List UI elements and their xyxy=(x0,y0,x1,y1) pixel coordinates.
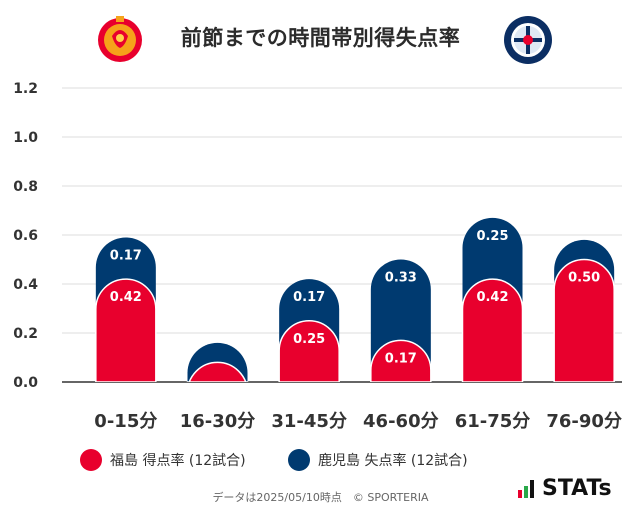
stats-logo-icon xyxy=(518,479,536,498)
y-tick-label: 0.2 xyxy=(13,326,38,342)
stats-brand: STATs xyxy=(518,476,612,501)
data-label-fukushima: 0.25 xyxy=(293,332,325,347)
x-tick-label: 46-60分 xyxy=(363,411,439,432)
bar-fukushima xyxy=(370,339,432,382)
legend-label-fukushima: 福島 得点率 (12試合) xyxy=(110,453,246,469)
x-tick-label: 0-15分 xyxy=(94,411,157,432)
legend-label-kagoshima: 鹿児島 失点率 (12試合) xyxy=(318,453,468,469)
bar-fukushima xyxy=(95,278,157,382)
data-source-note: データは2025/05/10時点 © SPORTERIA xyxy=(212,491,429,504)
kagoshima-united-logo xyxy=(502,14,554,70)
data-label-fukushima: 0.50 xyxy=(568,271,600,286)
data-label-kagoshima: 0.17 xyxy=(293,290,325,305)
x-tick-label: 31-45分 xyxy=(271,411,347,432)
y-tick-label: 0.4 xyxy=(13,277,38,293)
data-label-kagoshima: 0.17 xyxy=(110,248,142,263)
stats-brand-text: STATs xyxy=(542,476,612,501)
data-label-fukushima: 0.42 xyxy=(476,290,508,305)
bar-fukushima xyxy=(278,320,340,382)
bar-fukushima xyxy=(461,278,524,382)
data-label-kagoshima: 0.33 xyxy=(385,271,417,286)
bar-fukushima xyxy=(553,258,615,382)
y-tick-label: 0.8 xyxy=(13,179,38,195)
data-label-fukushima: 0.17 xyxy=(385,351,417,366)
fukushima-united-logo xyxy=(95,14,145,68)
legend-swatch-fukushima xyxy=(80,449,102,471)
bar-fukushima xyxy=(186,361,249,382)
x-tick-label: 61-75分 xyxy=(455,411,531,432)
legend-item-fukushima: 福島 得点率 (12試合) xyxy=(80,449,246,471)
y-tick-label: 0.6 xyxy=(13,228,38,244)
legend-item-kagoshima: 鹿児島 失点率 (12試合) xyxy=(288,449,468,471)
y-tick-label: 1.0 xyxy=(13,130,38,146)
x-tick-label: 16-30分 xyxy=(180,411,256,432)
data-label-fukushima: 0.42 xyxy=(110,290,142,305)
y-tick-label: 0.0 xyxy=(13,375,38,391)
legend-swatch-kagoshima xyxy=(288,449,310,471)
x-tick-label: 76-90分 xyxy=(546,411,622,432)
y-tick-label: 1.2 xyxy=(13,81,38,97)
data-label-kagoshima: 0.25 xyxy=(476,229,508,244)
chart-title: 前節までの時間帯別得失点率 xyxy=(180,26,461,50)
